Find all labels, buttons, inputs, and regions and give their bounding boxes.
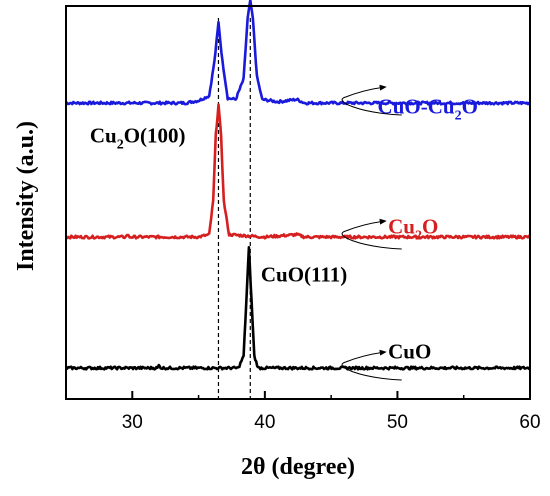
series-line-1 (65, 103, 531, 240)
arrow-cuo-cu2o (341, 84, 402, 116)
arrow-cuo (341, 349, 402, 381)
x-tick-label-1: 40 (254, 412, 275, 433)
x-tick-label-2: 50 (387, 412, 408, 433)
series-line-2 (65, 246, 531, 371)
annotation-label-2: Cu2O (388, 215, 438, 244)
x-axis-title: 2θ (degree) (241, 454, 355, 480)
y-axis-title: Intensity (a.u.) (13, 121, 39, 271)
x-axis: 30 40 50 60 (65, 391, 541, 433)
plot-area: CuO-Cu2O Cu2O(100) Cu2O CuO(111) CuO (65, 0, 531, 399)
plot-frame (65, 5, 531, 400)
annotation-label-1: Cu2O(100) (90, 123, 186, 152)
x-tick-label-3: 60 (519, 412, 540, 433)
x-tick-label-0: 30 (122, 412, 143, 433)
annotation-label-3: CuO(111) (261, 263, 347, 287)
annotation-label-4: CuO (388, 339, 431, 363)
series-line-0 (65, 0, 531, 106)
arrow-cu2o (341, 218, 402, 250)
annotation-label-0: CuO-Cu2O (378, 95, 478, 124)
